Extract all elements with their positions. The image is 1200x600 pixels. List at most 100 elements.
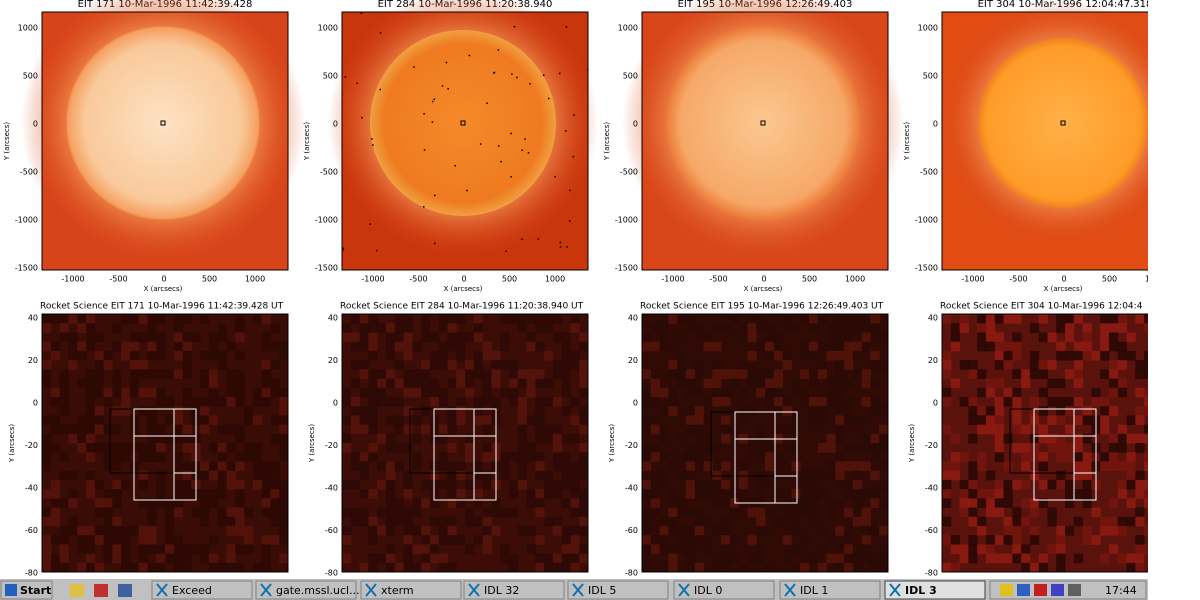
pixel xyxy=(677,544,687,555)
frame xyxy=(341,313,589,573)
y-tick-label: -500 xyxy=(320,168,338,177)
pixel xyxy=(252,461,263,472)
pixel xyxy=(421,387,431,398)
pixel xyxy=(782,314,792,324)
pixel xyxy=(1038,387,1048,398)
pixel xyxy=(456,314,466,324)
task-button[interactable] xyxy=(151,580,253,600)
pixel xyxy=(508,489,519,499)
pixel xyxy=(412,452,422,462)
pixel xyxy=(200,461,210,472)
task-button[interactable] xyxy=(567,580,669,600)
pixel xyxy=(773,452,784,462)
pixel xyxy=(861,443,871,453)
pixel xyxy=(517,424,527,435)
pixel xyxy=(817,470,827,481)
pixel xyxy=(1029,525,1040,536)
pixel xyxy=(1047,360,1057,370)
pixel xyxy=(773,461,784,472)
pixel xyxy=(773,406,784,416)
pixel xyxy=(270,415,280,426)
pixel xyxy=(642,535,652,545)
pixel xyxy=(385,525,396,536)
pixel xyxy=(659,479,669,490)
x-tick-label: -500 xyxy=(1009,275,1027,284)
pixel xyxy=(173,424,184,435)
pixel xyxy=(561,332,571,343)
speck xyxy=(379,32,382,34)
pixel xyxy=(712,443,722,453)
pixel xyxy=(870,314,880,324)
pixel xyxy=(642,562,652,573)
speck xyxy=(431,121,434,123)
pixel xyxy=(421,479,431,490)
pixel xyxy=(826,387,836,398)
pixel xyxy=(659,452,669,462)
y-tick-label: -500 xyxy=(20,168,38,177)
pixel xyxy=(826,470,836,481)
pixel xyxy=(385,507,396,518)
pixel xyxy=(85,452,96,462)
pixel xyxy=(368,443,378,453)
pixel xyxy=(552,360,563,370)
speck xyxy=(559,246,562,248)
speck xyxy=(466,189,468,192)
pixel xyxy=(1003,553,1013,564)
pixel xyxy=(103,489,113,499)
y-axis-label: Y (arcsecs) xyxy=(608,424,616,464)
pixel xyxy=(342,507,352,518)
pixel xyxy=(394,507,404,518)
pixel xyxy=(491,525,501,536)
pixel xyxy=(535,341,545,352)
pixel xyxy=(50,516,61,527)
pixel xyxy=(782,489,792,499)
pixel xyxy=(182,424,192,435)
task-button[interactable] xyxy=(884,580,986,600)
pixel xyxy=(77,525,87,536)
pixel xyxy=(279,489,289,499)
pixel xyxy=(147,516,157,527)
tray-icon xyxy=(1034,584,1047,596)
pixel xyxy=(350,452,361,462)
pixel xyxy=(129,360,140,370)
speck xyxy=(342,247,345,250)
pixel xyxy=(1126,498,1136,508)
pixel xyxy=(368,378,378,389)
pixel xyxy=(782,443,792,453)
pixel xyxy=(156,470,166,481)
pixel xyxy=(182,369,192,379)
pixel xyxy=(1047,443,1057,453)
pixel xyxy=(200,314,210,324)
pixel xyxy=(85,332,96,343)
pixel xyxy=(1100,424,1110,435)
pixel xyxy=(121,553,131,564)
pixel xyxy=(968,360,978,370)
pixel xyxy=(968,489,978,499)
pixel xyxy=(350,378,361,389)
speck xyxy=(565,26,568,28)
task-button[interactable] xyxy=(360,580,462,600)
pixel xyxy=(350,479,361,490)
pixel xyxy=(579,443,589,453)
pixel xyxy=(650,443,661,453)
pixel xyxy=(279,424,289,435)
pixel xyxy=(985,341,996,352)
pixel xyxy=(465,433,475,444)
task-icon xyxy=(889,583,901,597)
pixel xyxy=(226,341,236,352)
pixel xyxy=(403,369,413,379)
pixel xyxy=(1038,498,1048,508)
task-button[interactable] xyxy=(255,580,357,600)
pixel xyxy=(800,341,810,352)
task-button[interactable] xyxy=(779,580,881,600)
pixel xyxy=(421,498,431,508)
pixel xyxy=(642,489,652,499)
pixel xyxy=(552,443,563,453)
pixel xyxy=(650,396,661,407)
task-button[interactable] xyxy=(463,580,565,600)
task-button[interactable] xyxy=(673,580,775,600)
pixel xyxy=(112,489,122,499)
pixel xyxy=(526,314,536,324)
pixel xyxy=(561,350,571,361)
pixel xyxy=(226,470,236,481)
